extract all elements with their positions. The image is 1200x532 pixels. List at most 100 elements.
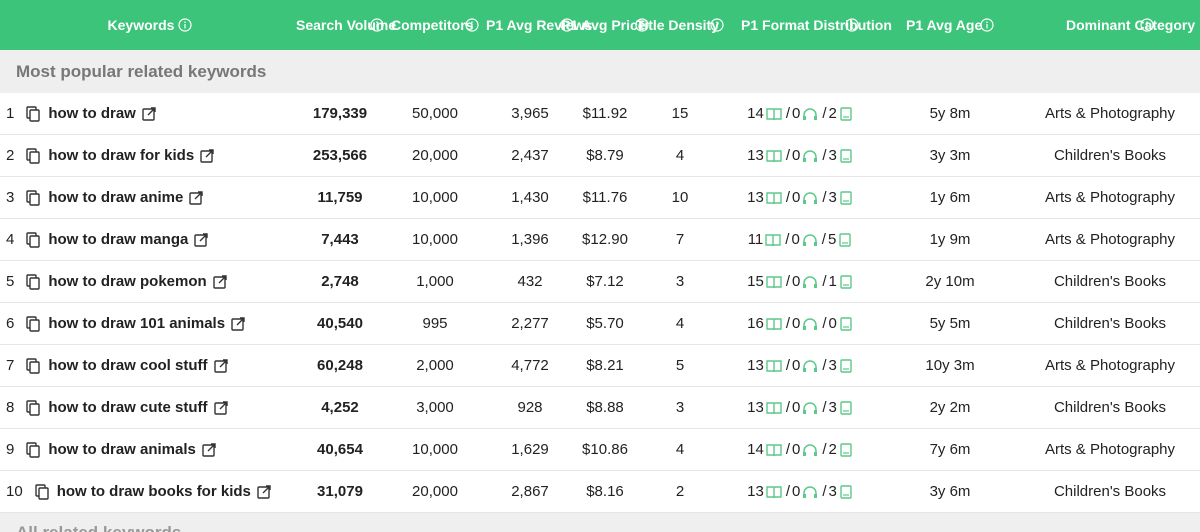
keyword-cell: 8 how to draw cute stuff [0,399,300,416]
density: 5 [675,357,685,374]
table-row: 9 how to draw animals 40,654 10,000 1,629 $10… [0,429,1200,471]
copy-icon [26,273,41,290]
column-header-label: P1 Avg Reviews [486,16,593,33]
table-row: 8 how to draw cute stuff 4,252 3,000 928 $8.8… [0,387,1200,429]
book-icon [766,485,782,498]
table-row: 4 how to draw manga 7,443 10,000 1,396 $12.90… [0,219,1200,261]
competitors: 20,000 [412,483,458,500]
column-header-label: P1 Avg Price [561,16,646,33]
external-link-icon [231,316,245,331]
copy-icon [26,315,41,332]
format-count: 0 [784,273,800,290]
column-header-label: P1 Format Distribution [741,16,892,33]
book-icon [765,233,781,246]
book-icon [766,107,782,120]
column-header-label: Title Density [636,16,719,33]
search-volume: 11,759 [317,189,363,206]
competitors: 2,000 [416,357,454,374]
format-count: 0 [784,399,800,416]
external-link-icon [257,484,271,499]
reviews: 1,629 [511,441,549,458]
copy-icon [26,441,41,458]
column-header-label: P1 Avg Age [906,16,983,33]
format-distribution: 13 0 3 [720,147,880,164]
reviews: 1,430 [511,189,549,206]
audio-icon [803,107,818,120]
format-count: 13 [747,189,764,206]
density: 3 [675,273,685,290]
ebook-icon [840,316,852,331]
keyword-cell: 2 how to draw for kids [0,147,300,164]
dominant-category: Children's Books [1053,315,1167,332]
keyword[interactable]: how to draw cute stuff [48,399,208,416]
column-header: P1 Format Distribution [720,0,892,50]
section-title: Most popular related keywords [0,50,1200,93]
info-icon [370,18,384,32]
info-icon [845,18,859,32]
avg-age: 5y 8m [929,105,971,122]
format-count: 13 [747,147,764,164]
avg-age: 7y 6m [929,441,971,458]
reviews: 2,867 [511,483,549,500]
row-rank: 10 [6,483,23,500]
price: $11.92 [582,105,628,122]
keyword-cell: 9 how to draw animals [0,441,300,458]
keyword[interactable]: how to draw books for kids [56,483,251,500]
book-icon [766,317,782,330]
price: $8.79 [586,147,624,164]
competitors: 10,000 [412,441,458,458]
ebook-icon [840,442,852,457]
format-count: 13 [747,357,764,374]
ebook-icon [840,358,852,373]
keyword[interactable]: how to draw anime [48,189,184,206]
keyword[interactable]: how to draw [48,105,136,122]
reviews: 3,965 [511,105,549,122]
reviews: 2,437 [511,147,549,164]
format-count: 0 [783,231,799,248]
keyword[interactable]: how to draw manga [48,231,189,248]
density: 15 [671,105,689,122]
keyword[interactable]: how to draw 101 animals [48,315,226,332]
book-icon [766,149,782,162]
dominant-category: Children's Books [1053,483,1167,500]
competitors: 20,000 [412,147,458,164]
competitors: 10,000 [412,231,458,248]
info-icon [1140,18,1154,32]
book-icon [766,191,782,204]
format-count: 2 [820,105,837,122]
info-icon [980,18,994,32]
price: $5.70 [586,315,624,332]
audio-icon [803,149,818,162]
density: 4 [675,315,685,332]
ebook-icon [840,484,852,499]
price: $11.76 [582,189,628,206]
book-icon [766,275,782,288]
format-count: 15 [747,273,764,290]
keyword[interactable]: how to draw animals [48,441,196,458]
external-link-icon [213,400,228,415]
book-icon [766,359,782,372]
dominant-category: Arts & Photography [1044,357,1176,374]
ebook-icon [840,400,852,415]
keyword[interactable]: how to draw cool stuff [48,357,208,374]
dominant-category: Arts & Photography [1044,441,1176,458]
row-rank: 3 [6,189,15,206]
format-count: 16 [747,315,764,332]
row-rank: 9 [6,441,15,458]
search-volume: 4,252 [321,399,359,416]
search-volume: 31,079 [317,483,363,500]
format-distribution: 13 0 3 [720,399,880,416]
audio-icon [803,401,818,414]
keyword[interactable]: how to draw pokemon [48,273,207,290]
format-count: 3 [820,483,837,500]
ebook-icon [840,106,852,121]
column-header: Search Volume [296,0,396,50]
format-count: 0 [820,315,837,332]
table-row: 5 how to draw pokemon 2,748 1,000 432 $7.12 3 1… [0,261,1200,303]
row-rank: 7 [6,357,15,374]
keyword[interactable]: how to draw for kids [48,147,195,164]
next-section-title: All related keywords [0,513,1200,532]
column-header-label: Dominant Category [1066,16,1196,33]
audio-icon [803,275,818,288]
copy-icon [34,483,49,500]
